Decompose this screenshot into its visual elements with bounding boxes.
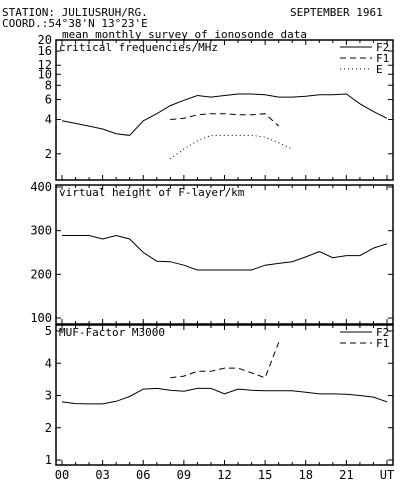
legend-label-f2: F2 bbox=[376, 326, 389, 339]
panel-frame bbox=[55, 184, 394, 325]
y-tick-label: 20 bbox=[38, 33, 52, 47]
y-tick-label: 400 bbox=[30, 180, 52, 194]
y-tick-label: 2 bbox=[45, 421, 52, 435]
y-tick-label: 300 bbox=[30, 224, 52, 238]
station-label: STATION: JULIUSRUH/RG. bbox=[2, 6, 148, 19]
y-tick-label: 8 bbox=[45, 78, 52, 92]
x-tick-label: 18 bbox=[299, 468, 313, 480]
x-tick-label: 09 bbox=[177, 468, 191, 480]
x-tick-label: 21 bbox=[339, 468, 353, 480]
panel-title: MUF-Factor M3000 bbox=[59, 326, 165, 339]
x-tick-label: 00 bbox=[55, 468, 69, 480]
x-tick-label: 12 bbox=[217, 468, 231, 480]
series-line-f2 bbox=[62, 234, 388, 271]
coord-label: COORD.:54°38'N 13°23'E bbox=[2, 17, 148, 30]
y-tick-label: 100 bbox=[30, 311, 52, 325]
series-line-f1 bbox=[170, 113, 280, 127]
series-line-f1 bbox=[170, 342, 280, 379]
panel-title: critical frequencies/MHz bbox=[59, 41, 218, 54]
y-tick-label: 16 bbox=[38, 44, 52, 58]
y-tick-label: 3 bbox=[45, 389, 52, 403]
y-tick-label: 200 bbox=[30, 267, 52, 281]
x-tick-label: 03 bbox=[95, 468, 109, 480]
panel-title: virtual height of F-layer/km bbox=[59, 186, 245, 199]
panel-frame bbox=[55, 39, 394, 181]
legend-label-f2: F2 bbox=[376, 41, 389, 54]
y-tick-label: 2 bbox=[45, 147, 52, 161]
y-tick-label: 12 bbox=[38, 58, 52, 72]
y-tick-label: 1 bbox=[45, 453, 52, 467]
x-tick-label: 15 bbox=[258, 468, 272, 480]
y-tick-label: 6 bbox=[45, 92, 52, 106]
series-line-f2 bbox=[61, 93, 388, 136]
panel-frame bbox=[55, 324, 394, 466]
legend-label-e: E bbox=[376, 63, 383, 76]
x-tick-label: 06 bbox=[136, 468, 150, 480]
series-line-e bbox=[170, 134, 293, 160]
x-tick-label: UT bbox=[380, 468, 394, 480]
y-tick-label: 4 bbox=[45, 356, 52, 370]
y-tick-label: 10 bbox=[38, 67, 52, 81]
date-label: SEPTEMBER 1961 bbox=[290, 6, 383, 19]
y-tick-label: 4 bbox=[45, 113, 52, 127]
legend-label-f1: F1 bbox=[376, 52, 389, 65]
y-tick-label: 5 bbox=[45, 324, 52, 338]
series-line-f2 bbox=[61, 387, 388, 405]
subtitle: mean monthly survey of ionosonde data bbox=[62, 28, 308, 41]
legend-label-f1: F1 bbox=[376, 337, 389, 350]
